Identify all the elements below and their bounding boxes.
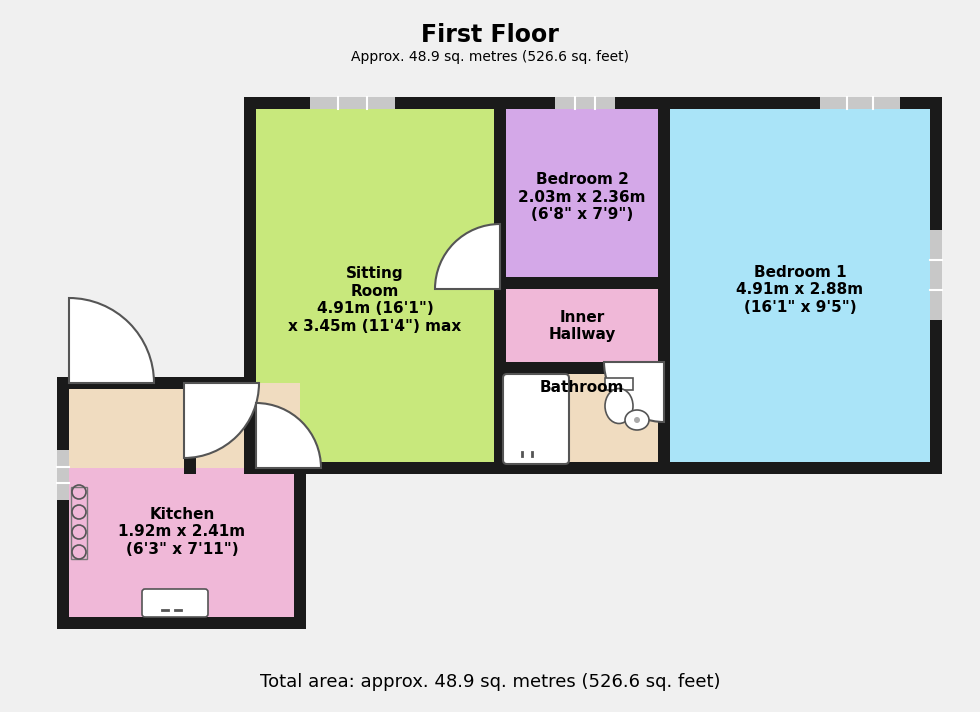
- Bar: [71, 487, 87, 559]
- Circle shape: [634, 417, 640, 423]
- Text: Approx. 48.9 sq. metres (526.6 sq. feet): Approx. 48.9 sq. metres (526.6 sq. feet): [351, 50, 629, 64]
- Bar: [57, 617, 306, 629]
- Bar: [664, 103, 936, 468]
- Bar: [494, 362, 506, 474]
- Bar: [244, 97, 942, 109]
- Bar: [63, 383, 300, 468]
- Text: Sitting
Room
4.91m (16'1")
x 3.45m (11'4") max: Sitting Room 4.91m (16'1") x 3.45m (11'4…: [288, 266, 462, 334]
- Bar: [63, 468, 300, 623]
- Bar: [930, 230, 942, 320]
- Bar: [310, 97, 395, 109]
- Wedge shape: [184, 383, 259, 458]
- Ellipse shape: [605, 389, 633, 424]
- Wedge shape: [604, 362, 664, 422]
- Wedge shape: [69, 298, 154, 383]
- Text: Kitchen
1.92m x 2.41m
(6'3" x 7'11"): Kitchen 1.92m x 2.41m (6'3" x 7'11"): [119, 507, 246, 557]
- Wedge shape: [435, 224, 500, 289]
- Bar: [555, 97, 615, 109]
- Bar: [57, 377, 256, 389]
- Bar: [820, 97, 900, 109]
- Bar: [294, 462, 306, 629]
- Ellipse shape: [625, 410, 649, 430]
- Bar: [494, 109, 506, 277]
- Bar: [244, 462, 942, 474]
- Text: First Floor: First Floor: [421, 23, 559, 47]
- Bar: [930, 97, 942, 474]
- Text: Bedroom 2
2.03m x 2.36m
(6'8" x 7'9"): Bedroom 2 2.03m x 2.36m (6'8" x 7'9"): [518, 172, 646, 222]
- Bar: [658, 109, 670, 474]
- FancyBboxPatch shape: [142, 589, 208, 617]
- Text: Total area: approx. 48.9 sq. metres (526.6 sq. feet): Total area: approx. 48.9 sq. metres (526…: [260, 673, 720, 691]
- Bar: [494, 277, 670, 289]
- Bar: [244, 97, 256, 474]
- Bar: [184, 377, 196, 474]
- Bar: [605, 378, 633, 390]
- Bar: [250, 103, 500, 468]
- Text: Bedroom 1
4.91m x 2.88m
(16'1" x 9'5"): Bedroom 1 4.91m x 2.88m (16'1" x 9'5"): [736, 265, 863, 315]
- Bar: [494, 277, 506, 374]
- Wedge shape: [256, 403, 321, 468]
- Bar: [500, 283, 664, 368]
- Bar: [500, 368, 664, 468]
- Text: Inner
Hallway: Inner Hallway: [549, 310, 615, 342]
- Bar: [57, 450, 69, 500]
- Text: Bathroom: Bathroom: [540, 380, 624, 395]
- Bar: [57, 377, 69, 629]
- Bar: [500, 103, 664, 283]
- Bar: [494, 362, 670, 374]
- FancyBboxPatch shape: [503, 374, 569, 464]
